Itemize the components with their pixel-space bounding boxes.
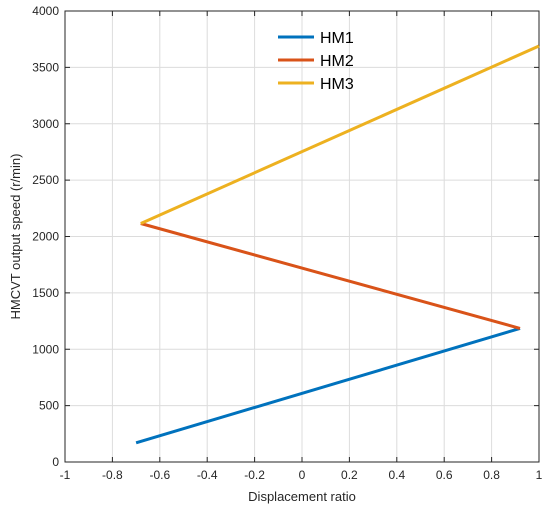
legend-label-hm3: HM3 [320,76,354,93]
x-tick-label: 0.2 [341,468,358,482]
legend-label-hm2: HM2 [320,53,354,70]
x-tick-label: -1 [60,468,71,482]
y-tick-label: 4000 [32,4,59,18]
series-lines [135,44,540,445]
y-axis-label: HMCVT output speed (r/min) [8,154,23,320]
x-tick-label: -0.8 [102,468,123,482]
x-tick-label: 0 [299,468,306,482]
x-tick-label: -0.6 [149,468,170,482]
y-tick-label: 1000 [32,342,59,356]
y-tick-label: 1500 [32,286,59,300]
legend: HM1 HM2 HM3 [278,30,354,93]
legend-label-hm1: HM1 [320,30,354,47]
series-line-hm3 [140,44,540,225]
x-tick-labels: -1 -0.8 -0.6 -0.4 -0.2 0 0.2 0.4 0.6 0.8 1 [60,468,543,482]
axes [64,10,540,463]
y-tick-label: 2500 [32,173,59,187]
x-tick-label: 0.4 [388,468,405,482]
x-tick-label: 1 [536,468,543,482]
x-tick-label: -0.4 [197,468,218,482]
x-tick-label: -0.2 [244,468,265,482]
y-tick-label: 2000 [32,230,59,244]
y-tick-label: 3000 [32,117,59,131]
series-line-hm2 [140,222,521,330]
y-tick-labels: 0 500 1000 1500 2000 2500 3000 3500 4000 [32,4,59,469]
y-tick-label: 0 [52,455,59,469]
x-axis-label: Displacement ratio [248,489,356,504]
x-tick-label: 0.6 [436,468,453,482]
x-tick-label: 0.8 [483,468,500,482]
series-line-hm1 [135,326,521,445]
y-tick-label: 500 [39,399,59,413]
y-tick-label: 3500 [32,60,59,74]
